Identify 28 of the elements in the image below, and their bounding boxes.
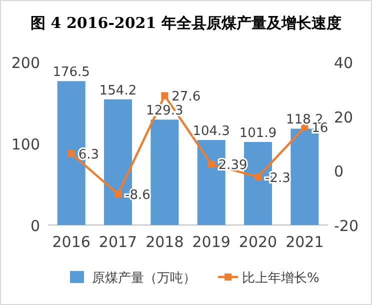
y-tick-label: 0 (30, 217, 40, 235)
y2-tick-label: 20 (334, 108, 354, 126)
data-label: 27.6 (172, 90, 201, 105)
y2-tick-label: -20 (334, 217, 358, 235)
y-tick-label: 100 (11, 136, 40, 154)
data-label: 176.5 (52, 65, 90, 80)
chart-title: 图 4 2016-2021 年全县原煤产量及增长速度 (30, 14, 342, 32)
point (208, 160, 215, 168)
x-tick-label: 2018 (146, 233, 184, 251)
x-tick-label: 2019 (192, 233, 230, 251)
point (114, 190, 122, 198)
legend-label: 原煤产量（万吨） (92, 271, 196, 286)
x-tick-label: 2017 (98, 233, 138, 251)
bar (150, 120, 179, 225)
data-label: 101.9 (239, 126, 277, 141)
point (161, 92, 168, 100)
legend-label: 比上年增长% (242, 271, 320, 286)
point (68, 150, 75, 158)
y2-tick-label: 40 (334, 54, 354, 72)
y2-tick-label: 0 (334, 162, 344, 181)
data-label: 154.2 (99, 83, 137, 98)
data-label: 104.3 (192, 124, 230, 139)
point (254, 173, 262, 180)
x-tick-label: 2016 (52, 233, 90, 251)
data-label: 16 (312, 121, 328, 136)
x-tick-label: 2021 (286, 233, 324, 251)
x-tick-label: 2020 (238, 233, 278, 251)
y-tick-label: 200 (11, 54, 40, 72)
